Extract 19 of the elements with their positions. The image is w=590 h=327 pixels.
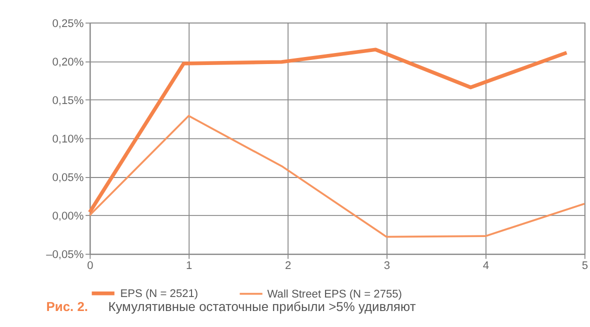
legend-label: Wall Street EPS (N = 2755)	[267, 288, 402, 301]
x-tick-label: 4	[482, 260, 490, 272]
y-tick-label: 0,25%	[52, 18, 84, 30]
y-tick-label: 0,05%	[52, 172, 84, 184]
y-tick-label: 0,15%	[52, 94, 84, 107]
legend-label: EPS (N = 2521)	[120, 288, 198, 300]
x-tick-label: 1	[186, 260, 192, 272]
x-tick-label: 5	[582, 260, 588, 272]
x-tick-label: 0	[87, 260, 94, 272]
text: Рис. 2.	[46, 299, 88, 314]
x-tick-label: 3	[384, 260, 390, 272]
y-tick-label: –0,05%	[46, 248, 84, 261]
text: Кумулятивные остаточные прибыли >5% удивляют	[108, 299, 416, 314]
y-tick-label: 0,00%	[52, 210, 84, 222]
line-series	[88, 48, 568, 214]
y-tick-label: 0,10%	[52, 133, 84, 146]
y-tick-label: 0,20%	[52, 56, 84, 68]
line-series	[88, 114, 586, 238]
x-tick-label: 2	[284, 260, 292, 272]
